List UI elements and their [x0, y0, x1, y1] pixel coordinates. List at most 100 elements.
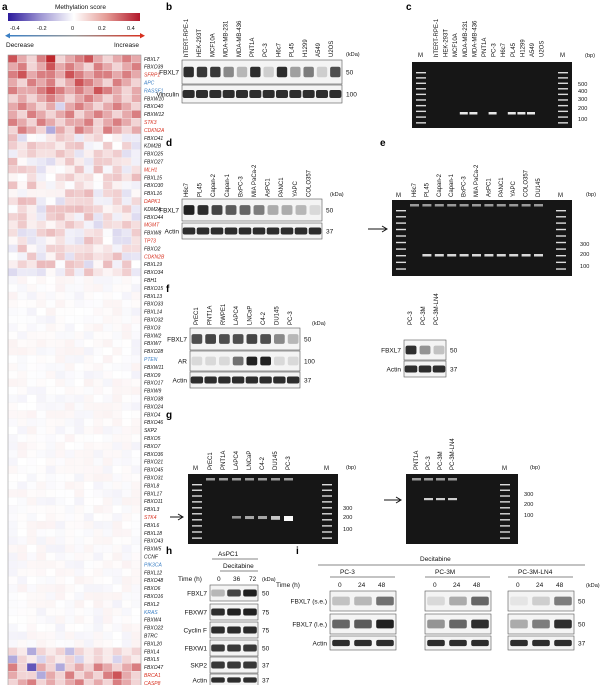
- heatmap-cell: [17, 260, 28, 269]
- heatmap-cell: [83, 671, 94, 680]
- heatmap-cell: [93, 599, 104, 609]
- heatmap-cell: [74, 441, 85, 451]
- heatmap-cell: [64, 197, 75, 206]
- gene-label: CDKN2A: [144, 128, 165, 134]
- heatmap-cell: [121, 505, 132, 514]
- heatmap-cell: [7, 244, 18, 253]
- heatmap-cell: [112, 441, 123, 451]
- heatmap-cell: [83, 418, 94, 427]
- heatmap-cell: [83, 465, 94, 474]
- heatmap-cell: [93, 473, 104, 482]
- heatmap-cell: [102, 339, 113, 348]
- gene-label: KDM2A: [144, 207, 162, 213]
- heatmap-cell: [26, 481, 37, 490]
- heatmap-cell: [64, 220, 75, 229]
- heatmap-cell: [36, 481, 47, 490]
- heatmap-cell: [64, 678, 75, 685]
- heatmap-cell: [17, 212, 28, 222]
- panel-b-fbxl7-band: [183, 66, 194, 78]
- heatmap-cell: [121, 584, 132, 593]
- heatmap-cell: [102, 481, 113, 490]
- heatmap-cell: [112, 133, 123, 143]
- heatmap-cell: [93, 244, 104, 253]
- heatmap-cell: [55, 323, 66, 332]
- panel-c-bp-header: (bp): [585, 53, 595, 59]
- heatmap-cell: [74, 552, 85, 561]
- heatmap-cell: [83, 283, 94, 293]
- panel-letter-i: i: [296, 546, 299, 557]
- panel-i-row-2-g2-band: [554, 639, 572, 647]
- panel-h-treatment: Decitabine: [223, 563, 254, 570]
- heatmap-cell: [74, 54, 85, 64]
- panel-h-kda-header: (kDa): [262, 577, 276, 583]
- heatmap-cell: [17, 607, 28, 617]
- heatmap-cell: [36, 220, 47, 229]
- heatmap-cell: [7, 102, 18, 111]
- panel-f-actin-band: [218, 376, 231, 384]
- heatmap-cell: [55, 299, 66, 308]
- heatmap-cell: [131, 70, 142, 79]
- heatmap-cell: [83, 473, 94, 482]
- heatmap-cell: [7, 386, 18, 395]
- heatmap-cell: [131, 212, 142, 222]
- heatmap-cell: [55, 552, 66, 561]
- heatmap-cell: [17, 355, 28, 364]
- heatmap-cell: [26, 378, 37, 387]
- heatmap-cell: [74, 497, 85, 506]
- heatmap-cell: [102, 418, 113, 427]
- heatmap-cell: [36, 497, 47, 506]
- heatmap-cell: [64, 370, 75, 380]
- panel-h-row-5-band: [227, 677, 241, 683]
- heatmap-cell: [83, 410, 94, 419]
- heatmap-cell: [64, 355, 75, 364]
- heatmap-cell: [45, 552, 56, 561]
- panel-e-right-ladder-band: [556, 235, 566, 237]
- panel-e-left-ladder-band: [396, 210, 406, 212]
- heatmap-cell: [131, 378, 142, 387]
- panel-d-fbxl7-label: FBXL7: [159, 208, 179, 215]
- heatmap-cell: [131, 410, 142, 419]
- heatmap-cell: [26, 607, 37, 617]
- heatmap-cell: [131, 228, 142, 237]
- panel-c-marker-right: M: [560, 53, 565, 59]
- panel-d-actin-band: [196, 227, 210, 235]
- heatmap-cell: [112, 418, 123, 427]
- heatmap-cell: [102, 197, 113, 206]
- panel-g-left-a-ladder-band: [192, 501, 202, 503]
- heatmap-cell: [83, 347, 94, 356]
- panel-i-row-2-g0-band: [332, 639, 350, 647]
- heatmap-cell: [74, 283, 85, 293]
- heatmap-cell: [112, 678, 123, 685]
- heatmap-cell: [64, 489, 75, 498]
- heatmap-cell: [83, 181, 94, 190]
- heatmap-cell: [93, 520, 104, 530]
- heatmap-cell: [64, 615, 75, 624]
- heatmap-cell: [45, 370, 56, 380]
- panel-b-vinculin-band: [249, 90, 262, 98]
- heatmap-cell: [36, 78, 47, 87]
- gene-label: FBXW2: [144, 333, 161, 339]
- heatmap-cell: [74, 418, 85, 427]
- heatmap-cell: [93, 141, 104, 150]
- panel-g-left-band: [258, 516, 267, 520]
- heatmap-cell: [45, 157, 56, 166]
- heatmap-cell: [83, 552, 94, 561]
- panel-e-well: [410, 204, 419, 207]
- heatmap-cell: [45, 102, 56, 111]
- panel-g-right-ladder-band: [500, 513, 510, 515]
- panel-d-actin-band: [308, 227, 322, 235]
- heatmap-cell: [26, 576, 37, 585]
- panel-d-actin-band: [224, 227, 238, 235]
- heatmap-cell: [112, 220, 123, 229]
- panel-i-row-2-g1-band: [427, 639, 445, 647]
- heatmap-cell: [36, 315, 47, 324]
- heatmap-cell: [83, 568, 94, 577]
- heatmap-cell: [112, 118, 123, 127]
- panel-d-actin-kda: 37: [326, 229, 334, 236]
- heatmap-cell: [7, 307, 18, 316]
- heatmap-cell: [26, 141, 37, 150]
- panel-e-left-ladder-band: [396, 255, 406, 257]
- heatmap-cell: [64, 536, 75, 545]
- panel-f-fbxl7-band: [191, 334, 203, 344]
- heatmap-cell: [45, 410, 56, 419]
